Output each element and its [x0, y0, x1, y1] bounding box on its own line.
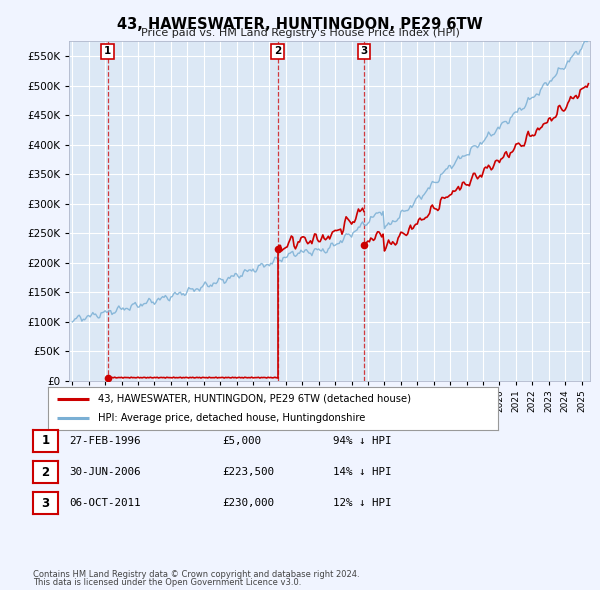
Text: £223,500: £223,500	[222, 467, 274, 477]
Text: £230,000: £230,000	[222, 499, 274, 508]
Text: 14% ↓ HPI: 14% ↓ HPI	[333, 467, 392, 477]
Text: 30-JUN-2006: 30-JUN-2006	[69, 467, 140, 477]
Text: 12% ↓ HPI: 12% ↓ HPI	[333, 499, 392, 508]
Text: 2: 2	[274, 47, 281, 57]
Text: HPI: Average price, detached house, Huntingdonshire: HPI: Average price, detached house, Hunt…	[97, 413, 365, 423]
Text: £5,000: £5,000	[222, 436, 261, 445]
Text: 06-OCT-2011: 06-OCT-2011	[69, 499, 140, 508]
Text: 3: 3	[360, 47, 368, 57]
Text: 1: 1	[41, 434, 50, 447]
Text: Price paid vs. HM Land Registry's House Price Index (HPI): Price paid vs. HM Land Registry's House …	[140, 28, 460, 38]
Text: 2: 2	[41, 466, 50, 478]
Text: This data is licensed under the Open Government Licence v3.0.: This data is licensed under the Open Gov…	[33, 578, 301, 587]
Text: 43, HAWESWATER, HUNTINGDON, PE29 6TW (detached house): 43, HAWESWATER, HUNTINGDON, PE29 6TW (de…	[97, 394, 410, 404]
Text: 1: 1	[104, 47, 111, 57]
Text: 27-FEB-1996: 27-FEB-1996	[69, 436, 140, 445]
Text: 43, HAWESWATER, HUNTINGDON, PE29 6TW: 43, HAWESWATER, HUNTINGDON, PE29 6TW	[117, 17, 483, 31]
Text: 3: 3	[41, 497, 50, 510]
Text: 94% ↓ HPI: 94% ↓ HPI	[333, 436, 392, 445]
Text: Contains HM Land Registry data © Crown copyright and database right 2024.: Contains HM Land Registry data © Crown c…	[33, 570, 359, 579]
